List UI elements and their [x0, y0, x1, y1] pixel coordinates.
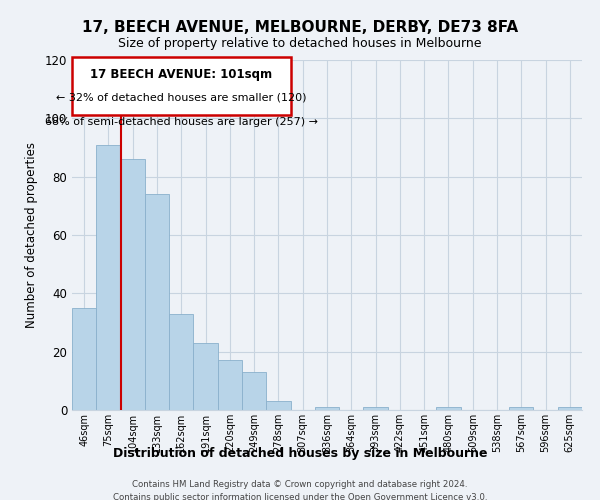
Text: Size of property relative to detached houses in Melbourne: Size of property relative to detached ho…: [118, 38, 482, 51]
Bar: [242, 372, 266, 410]
Bar: [436, 407, 461, 410]
Bar: [218, 360, 242, 410]
Bar: [72, 308, 96, 410]
Y-axis label: Number of detached properties: Number of detached properties: [25, 142, 38, 328]
Text: Contains HM Land Registry data © Crown copyright and database right 2024.: Contains HM Land Registry data © Crown c…: [132, 480, 468, 489]
Bar: [121, 159, 145, 410]
Text: Distribution of detached houses by size in Melbourne: Distribution of detached houses by size …: [113, 448, 487, 460]
Bar: [193, 343, 218, 410]
Bar: [145, 194, 169, 410]
FancyBboxPatch shape: [72, 57, 290, 116]
Text: 17 BEECH AVENUE: 101sqm: 17 BEECH AVENUE: 101sqm: [90, 68, 272, 80]
Bar: [315, 407, 339, 410]
Text: ← 32% of detached houses are smaller (120): ← 32% of detached houses are smaller (12…: [56, 92, 307, 102]
Text: 68% of semi-detached houses are larger (257) →: 68% of semi-detached houses are larger (…: [45, 116, 318, 126]
Bar: [558, 407, 582, 410]
Bar: [96, 144, 121, 410]
Bar: [509, 407, 533, 410]
Bar: [169, 314, 193, 410]
Text: 17, BEECH AVENUE, MELBOURNE, DERBY, DE73 8FA: 17, BEECH AVENUE, MELBOURNE, DERBY, DE73…: [82, 20, 518, 35]
Bar: [364, 407, 388, 410]
Bar: [266, 401, 290, 410]
Text: Contains public sector information licensed under the Open Government Licence v3: Contains public sector information licen…: [113, 492, 487, 500]
